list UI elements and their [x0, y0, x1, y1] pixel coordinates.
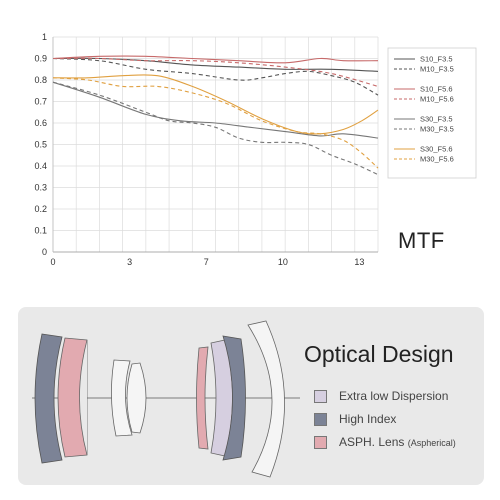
legend-label-m30-f5-6: M30_F5.6: [420, 155, 454, 164]
x-tick-label: 3: [127, 257, 132, 267]
legend-swatch-ed: [314, 389, 327, 403]
lens-element-2-cutout: [79, 339, 88, 456]
y-tick-label: 0: [42, 247, 47, 257]
x-tick-label: 0: [50, 257, 55, 267]
lens-element-4: [126, 362, 147, 434]
legend-label-high-index: High Index: [339, 412, 397, 426]
chart-title: MTF: [398, 228, 445, 253]
y-tick-label: 0.7: [34, 97, 47, 107]
legend-row-ed: Extra low Dispersion: [314, 387, 448, 405]
legend-label-s10-f5-6: S10_F5.6: [420, 85, 453, 94]
y-tick-label: 0.5: [34, 140, 47, 150]
legend-label-s30-f3-5: S30_F3.5: [420, 115, 453, 124]
chart-grid: [52, 36, 379, 253]
legend-label-m10-f3-5: M10_F3.5: [420, 65, 454, 74]
legend-label-asph: ASPH. Lens (Aspherical): [339, 435, 456, 449]
mtf-chart: 00.10.20.30.40.50.60.70.80.910 3 7 10 13 S10…: [34, 32, 477, 267]
legend-label-s30-f5-6: S30_F5.6: [420, 145, 453, 154]
series-line-s30-f5-6: [52, 74, 379, 135]
legend-box: [387, 47, 477, 179]
lens-element-2: [57, 337, 88, 458]
y-tick-label: 1: [42, 32, 47, 42]
chart-series: [52, 55, 379, 176]
series-line-m10-f5-6: [52, 57, 379, 87]
y-tick-label: 0.4: [34, 161, 47, 171]
chart-axis-labels: 00.10.20.30.40.50.60.70.80.910 3 7 10 13: [34, 32, 364, 267]
lens-element-8: [247, 320, 285, 478]
legend-label-ed: Extra low Dispersion: [339, 389, 449, 403]
lens-diagram: [32, 320, 300, 478]
series-line-s10-f5-6: [52, 55, 379, 64]
optical-design-panel: Optical Design Extra low Dispersion High…: [18, 307, 484, 485]
y-tick-label: 0.9: [34, 54, 47, 64]
legend-row-high-index: High Index: [314, 410, 396, 428]
x-tick-label: 13: [354, 257, 364, 267]
series-line-s30-f3-5: [52, 81, 379, 139]
legend-swatch-asph: [314, 435, 327, 449]
x-tick-label: 7: [204, 257, 209, 267]
legend-row-asph: ASPH. Lens (Aspherical): [314, 433, 456, 451]
legend-label-m30-f3-5: M30_F3.5: [420, 125, 454, 134]
lens-element-1: [34, 333, 63, 464]
legend-label-m10-f5-6: M10_F5.6: [420, 95, 454, 104]
x-tick-label: 10: [278, 257, 288, 267]
lens-element-3: [111, 359, 133, 437]
lens-element-5: [196, 346, 209, 450]
y-tick-label: 0.3: [34, 183, 47, 193]
series-line-m10-f3-5: [52, 57, 379, 96]
legend-swatch-high-index: [314, 412, 327, 426]
y-tick-label: 0.1: [34, 226, 47, 236]
y-tick-label: 0.8: [34, 75, 47, 85]
lens-element-7: [222, 335, 246, 461]
series-line-m30-f5-6: [52, 77, 379, 169]
optical-design-title: Optical Design: [304, 341, 454, 367]
legend-label-s10-f3-5: S10_F3.5: [420, 55, 453, 64]
y-tick-label: 0.2: [34, 204, 47, 214]
series-line-m30-f3-5: [52, 81, 379, 176]
y-tick-label: 0.6: [34, 118, 47, 128]
